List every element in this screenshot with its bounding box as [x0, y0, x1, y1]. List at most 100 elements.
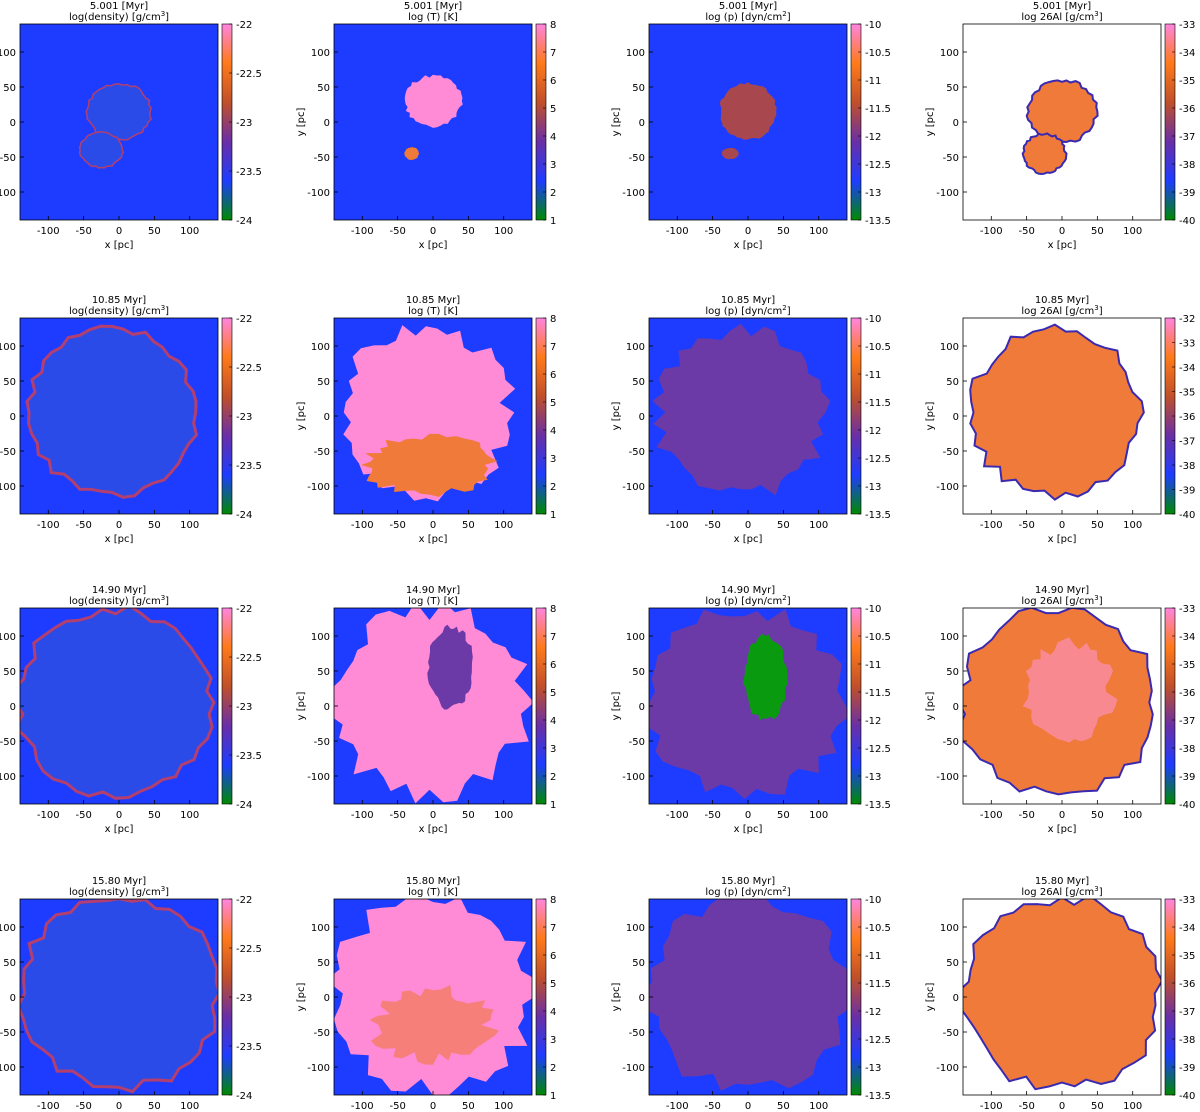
field-map	[963, 608, 1154, 796]
colorbar-tick-label: -10.5	[865, 342, 891, 353]
x-tick-label: -100	[37, 520, 60, 531]
x-tick-label: -50	[389, 810, 405, 821]
x-tick-label: -100	[980, 520, 1003, 531]
colorbar-tick-label: -10.5	[865, 632, 891, 643]
x-tick-label: 0	[745, 1101, 751, 1112]
colorbar-tick-label: 1	[550, 800, 556, 811]
colorbar-tick-label: -35	[1179, 660, 1195, 671]
x-tick-label: 0	[1059, 810, 1065, 821]
y-tick-label: -50	[943, 1028, 959, 1039]
y-tick-label: 50	[3, 83, 16, 94]
y-tick-label: -100	[622, 772, 645, 783]
colorbar-tick-label: -23.5	[236, 751, 262, 762]
colorbar-tick-label: 6	[550, 951, 556, 962]
colorbar-tick-label: -24	[236, 1091, 252, 1102]
panel-time-label: 5.001 [Myr]	[719, 1, 777, 12]
colorbar-tick-label: -12.5	[865, 744, 891, 755]
colorbar-tick-label: -23	[236, 993, 252, 1004]
x-tick-label: 50	[1091, 226, 1104, 237]
colorbar	[1164, 898, 1176, 1096]
y-tick-label: -50	[0, 153, 16, 164]
x-tick-label: 50	[148, 1101, 161, 1112]
colorbar	[850, 898, 862, 1096]
x-tick-label: 100	[1123, 1101, 1142, 1112]
y-tick-label: -100	[307, 772, 330, 783]
colorbar-tick-label: -37	[1179, 132, 1195, 143]
colorbar-tick-label: -12	[865, 716, 881, 727]
x-tick-label: 0	[430, 520, 436, 531]
y-axis-label: y [pc]	[296, 108, 307, 137]
y-tick-label: 100	[311, 342, 330, 353]
colorbar-tick-label: 7	[550, 632, 556, 643]
x-tick-label: -100	[351, 810, 374, 821]
y-tick-label: -50	[629, 1028, 645, 1039]
y-tick-label: -50	[943, 447, 959, 458]
field-region-1	[652, 323, 831, 496]
y-tick-label: -50	[0, 447, 16, 458]
colorbar-tick-label: 2	[550, 1063, 556, 1074]
y-tick-label: -100	[622, 188, 645, 199]
y-tick-label: 50	[632, 377, 645, 388]
colorbar-tick-label: -24	[236, 800, 252, 811]
colorbar-tick-label: -12	[865, 132, 881, 143]
y-tick-label: -50	[0, 737, 16, 748]
x-tick-label: 100	[494, 1101, 513, 1112]
field-region-2	[721, 147, 739, 160]
x-tick-label: 0	[430, 226, 436, 237]
panel-time-label: 14.90 Myr]	[1035, 585, 1089, 596]
colorbar-tick-label: 4	[550, 716, 556, 727]
y-tick-label: 0	[10, 118, 16, 129]
colorbar-tick-label: -35	[1179, 388, 1195, 399]
colorbar	[535, 898, 547, 1096]
x-tick-label: 50	[777, 226, 790, 237]
x-tick-label: -100	[37, 810, 60, 821]
x-tick-label: -100	[980, 226, 1003, 237]
field-region-1	[649, 899, 847, 1091]
y-tick-label: 100	[626, 48, 645, 59]
y-tick-label: -50	[314, 1028, 330, 1039]
colorbar-tick-label: -23.5	[236, 461, 262, 472]
y-tick-label: 50	[946, 667, 959, 678]
x-tick-label: 100	[809, 1101, 828, 1112]
y-tick-label: -100	[307, 188, 330, 199]
panel-time-label: 15.80 Myr]	[721, 876, 775, 887]
colorbar-tick-label: -37	[1179, 1007, 1195, 1018]
colorbar-tick-label: 5	[550, 104, 556, 115]
colorbar-tick-label: 5	[550, 979, 556, 990]
panel-temperature-row3: -100 -50 0 50 100 -100 -50 0 50 100 14.90 Myr]log …	[296, 585, 556, 835]
x-tick-label: 0	[116, 520, 122, 531]
colorbar-tick-label: -33	[1179, 895, 1195, 906]
panel-time-label: 10.85 Myr]	[721, 295, 775, 306]
y-tick-label: 0	[639, 412, 645, 423]
x-tick-label: -50	[75, 810, 91, 821]
y-tick-label: 50	[632, 83, 645, 94]
panel-density-row1: -100 -50 0 50 100 -100 -50 0 50 100 5.001 [Myr]log…	[0, 1, 262, 251]
field-region-2	[1022, 637, 1118, 743]
colorbar-tick-label: -40	[1179, 1091, 1195, 1102]
colorbar	[535, 23, 547, 221]
colorbar-tick-label: -10.5	[865, 923, 891, 934]
x-tick-label: -100	[980, 1101, 1003, 1112]
x-tick-label: 100	[809, 520, 828, 531]
x-tick-label: 50	[148, 226, 161, 237]
field-map	[334, 608, 532, 804]
colorbar-tick-label: -38	[1179, 160, 1195, 171]
colorbar-tick-label: -39	[1179, 772, 1195, 783]
field-region-2	[427, 624, 473, 710]
panel-pressure-row1: -100 -50 0 50 100 -100 -50 0 50 100 5.001 [Myr]log…	[611, 1, 891, 251]
panel-time-label: 5.001 [Myr]	[1033, 1, 1091, 12]
field-map	[20, 608, 216, 800]
x-tick-label: -100	[980, 810, 1003, 821]
panel-time-label: 15.80 Myr]	[92, 876, 146, 887]
colorbar-tick-label: -12.5	[865, 160, 891, 171]
panel-temperature-row1: -100 -50 0 50 100 -100 -50 0 50 100 5.001 [Myr]log…	[296, 1, 556, 251]
x-axis-label: x [pc]	[419, 824, 448, 835]
y-tick-label: -50	[629, 447, 645, 458]
y-tick-label: -100	[0, 1063, 16, 1074]
y-tick-label: -50	[629, 737, 645, 748]
colorbar-tick-label: -11.5	[865, 104, 891, 115]
colorbar-tick-label: 6	[550, 370, 556, 381]
x-tick-label: 50	[777, 520, 790, 531]
y-tick-label: 50	[632, 958, 645, 969]
colorbar-tick-label: 2	[550, 188, 556, 199]
